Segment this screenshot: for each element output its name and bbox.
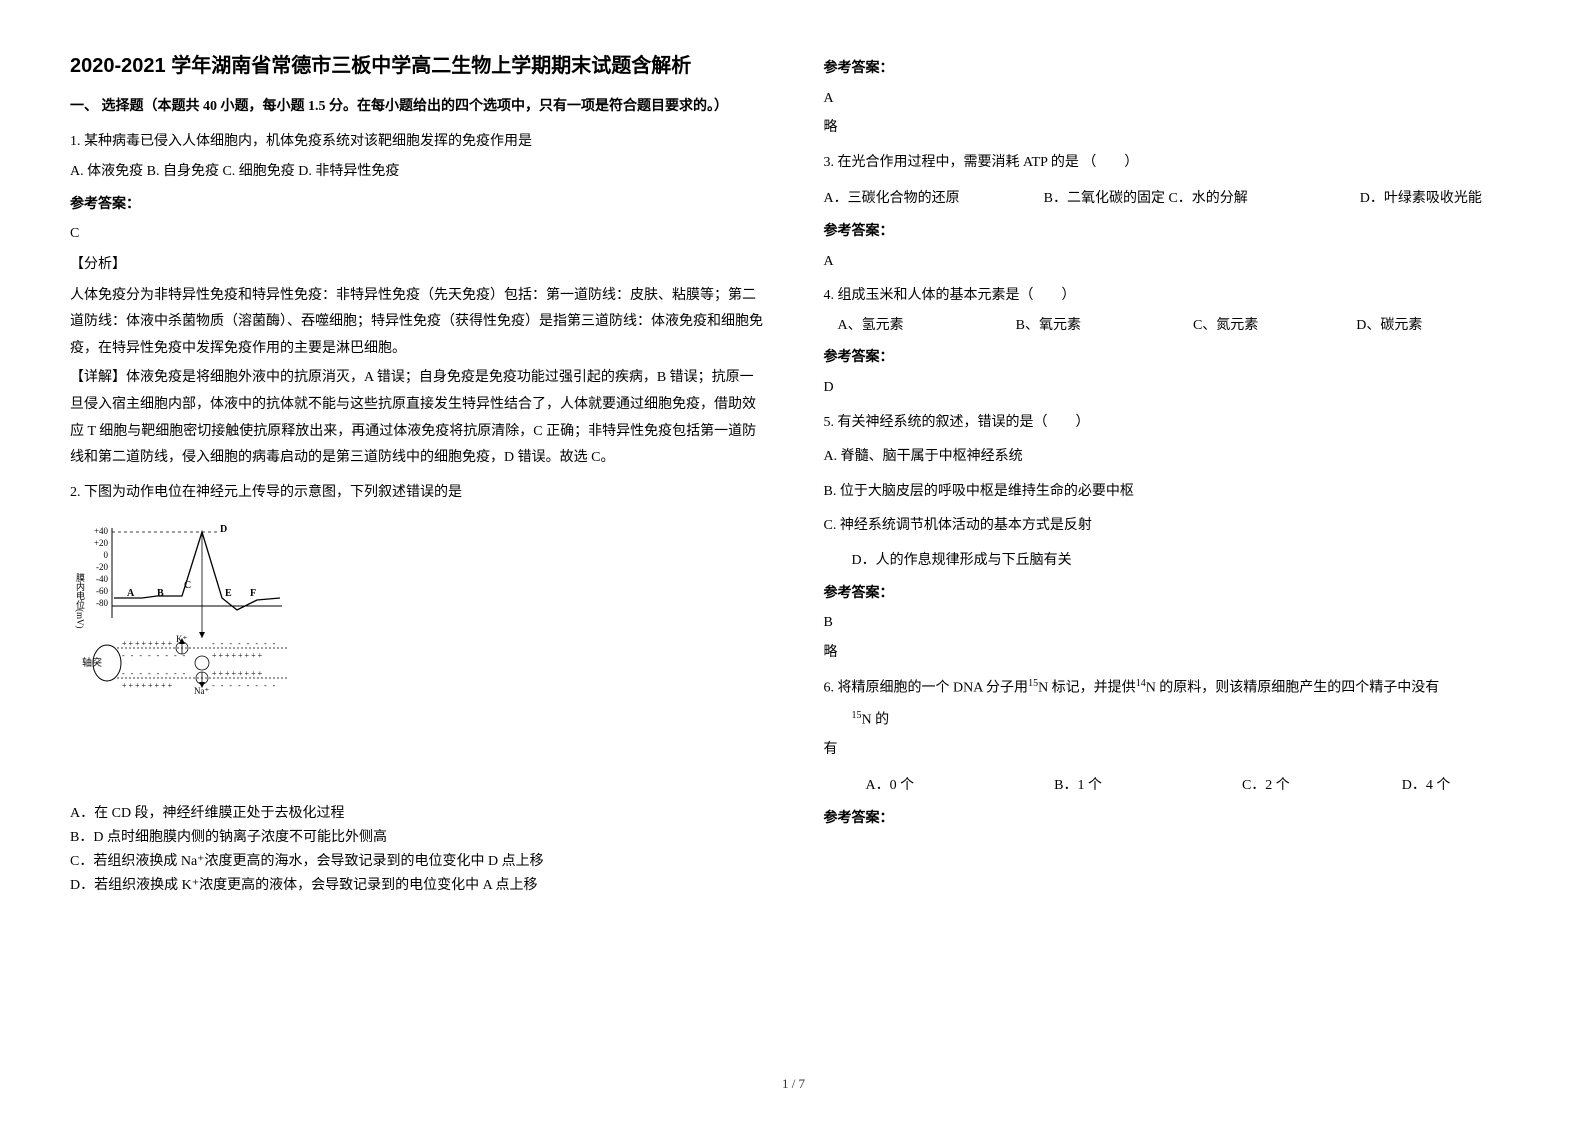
- lblF: F: [250, 588, 256, 599]
- q3: 3. 在光合作用过程中，需要消耗 ATP 的是 （ ） A．三碳化合物的还原 B…: [824, 150, 1518, 275]
- q1-xiangjie: 【详解】体液免疫是将细胞外液中的抗原消灭，A 错误；自身免疫是免疫功能过强引起的…: [70, 365, 764, 471]
- ytick-6: -80: [96, 598, 108, 608]
- q2-optB: B．D 点时细胞膜内侧的钠离子浓度不可能比外侧高: [70, 827, 764, 848]
- q4-answer: D: [824, 375, 1518, 402]
- charge-row-top: ++++++++: [122, 639, 174, 648]
- q6-n15-1: 15: [1028, 678, 1038, 689]
- spacer: [70, 720, 764, 800]
- ytick-3: -20: [96, 562, 108, 572]
- q6-stem-line2: 15N 的: [824, 706, 1518, 734]
- charge-row-bot4: - - - - - - - -: [212, 681, 277, 690]
- q2: 2. 下图为动作电位在神经元上传导的示意图，下列叙述错误的是 +40 +20 0…: [70, 480, 764, 897]
- q2-stem: 2. 下图为动作电位在神经元上传导的示意图，下列叙述错误的是: [70, 480, 764, 507]
- q1-stem: 1. 某种病毒已侵入人体细胞内，机体免疫系统对该靶细胞发挥的免疫作用是: [70, 129, 764, 156]
- q3-answer: A: [824, 249, 1518, 276]
- q1: 1. 某种病毒已侵入人体细胞内，机体免疫系统对该靶细胞发挥的免疫作用是 A. 体…: [70, 129, 764, 472]
- charge-row-bot2: ++++++++: [122, 681, 174, 690]
- q2-optD: D．若组织液换成 K⁺浓度更高的液体，会导致记录到的电位变化中 A 点上移: [70, 875, 764, 896]
- charge-row-bot3: ++++++++: [212, 669, 264, 678]
- ytick-1: +20: [94, 538, 109, 548]
- q1-options: A. 体液免疫 B. 自身免疫 C. 细胞免疫 D. 非特异性免疫: [70, 159, 764, 186]
- q1-xiangjie-text: 体液免疫是将细胞外液中的抗原消灭，A 错误；自身免疫是免疫功能过强引起的疾病，B…: [70, 370, 756, 465]
- q1-xiangjie-tag: 【详解】: [70, 370, 126, 385]
- q2-optC: C．若组织液换成 Na⁺浓度更高的海水，会导致记录到的电位变化中 D 点上移: [70, 851, 764, 872]
- q6-stem-pre: 6. 将精原细胞的一个 DNA 分子用: [824, 681, 1029, 696]
- action-potential-diagram: +40 +20 0 -20 -40 -60 -80 膜内电位(mV) A: [72, 518, 302, 708]
- q5-answer-label: 参考答案：: [824, 581, 1518, 608]
- q1-fenxi: 人体免疫分为非特异性免疫和特异性免疫：非特异性免疫（先天免疫）包括：第一道防线：…: [70, 283, 764, 363]
- right-column: 参考答案： A 略 3. 在光合作用过程中，需要消耗 ATP 的是 （ ） A．…: [824, 50, 1518, 1066]
- q6-n14: 14: [1136, 678, 1146, 689]
- lblD: D: [220, 524, 227, 535]
- lblA: A: [127, 588, 135, 599]
- doc-title: 2020-2021 学年湖南省常德市三板中学高二生物上学期期末试题含解析: [70, 50, 764, 82]
- q2-figure: +40 +20 0 -20 -40 -60 -80 膜内电位(mV) A: [70, 516, 764, 710]
- q5-optB: B. 位于大脑皮层的呼吸中枢是维持生命的必要中枢: [824, 479, 1518, 506]
- charge-row-top2: - - - - - - - -: [212, 639, 277, 648]
- page-number: 1 / 7: [70, 1076, 1517, 1092]
- content-columns: 2020-2021 学年湖南省常德市三板中学高二生物上学期期末试题含解析 一、 …: [70, 50, 1517, 1066]
- na-ion-label: Na⁺: [194, 686, 209, 696]
- q6-stem-mid1: N 标记，并提供: [1038, 681, 1136, 696]
- q6-有: 有: [824, 737, 1518, 764]
- q4-answer-label: 参考答案：: [824, 345, 1518, 372]
- q4-opts: A、氢元素 B、氧元素 C、氮元素 D、碳元素: [824, 313, 1518, 340]
- q6-opts: A．0 个 B．1 个 C．2 个 D．4 个: [824, 773, 1518, 800]
- q5-optC: C. 神经系统调节机体活动的基本方式是反射: [824, 513, 1518, 540]
- q5-optD: D．人的作息规律形成与下丘脑有关: [824, 548, 1518, 575]
- lblB: B: [157, 588, 164, 599]
- ytick-0: +40: [94, 526, 109, 536]
- q6-stem-mid2: N 的原料，则该精原细胞产生的四个精子中没有: [1146, 681, 1440, 696]
- ytick-5: -60: [96, 586, 108, 596]
- q2-optA: A．在 CD 段，神经纤维膜正处于去极化过程: [70, 803, 764, 824]
- section1-heading: 一、 选择题（本题共 40 小题，每小题 1.5 分。在每小题给出的四个选项中，…: [70, 94, 764, 121]
- charge-row-bot1: - - - - - - - -: [122, 669, 187, 678]
- q5-略: 略: [824, 640, 1518, 667]
- ytick-4: -40: [96, 574, 108, 584]
- charge-row-in2: ++++++++: [212, 651, 264, 660]
- charge-row-in1: - - - - - - - -: [122, 651, 187, 660]
- q3-opts: A．三碳化合物的还原 B．二氧化碳的固定 C．水的分解 D．叶绿素吸收光能: [824, 186, 1518, 213]
- q6-answer-label: 参考答案：: [824, 806, 1518, 833]
- q5-stem: 5. 有关神经系统的叙述，错误的是（ ）: [824, 410, 1518, 437]
- q6-stem-tail: N 的: [862, 712, 890, 727]
- q3-answer-label: 参考答案：: [824, 219, 1518, 246]
- q1-fenxi-tag: 【分析】: [70, 252, 764, 279]
- ytick-2: 0: [104, 550, 109, 560]
- q4: 4. 组成玉米和人体的基本元素是（ ） A、氢元素 B、氧元素 C、氮元素 D、…: [824, 283, 1518, 401]
- ylabel: 膜内电位(mV): [75, 573, 85, 629]
- q5-optA: A. 脊髓、脑干属于中枢神经系统: [824, 444, 1518, 471]
- q1-answer: C: [70, 221, 764, 248]
- axon-label: 轴突: [82, 656, 102, 669]
- q2-略: 略: [824, 115, 1518, 142]
- q6: 6. 将精原细胞的一个 DNA 分子用15N 标记，并提供14N 的原料，则该精…: [824, 674, 1518, 832]
- q5: 5. 有关神经系统的叙述，错误的是（ ） A. 脊髓、脑干属于中枢神经系统 B.…: [824, 410, 1518, 667]
- q4-stem: 4. 组成玉米和人体的基本元素是（ ）: [824, 283, 1518, 310]
- q6-n15-2: 15: [852, 710, 862, 721]
- q1-answer-label: 参考答案：: [70, 192, 764, 219]
- q6-stem: 6. 将精原细胞的一个 DNA 分子用15N 标记，并提供14N 的原料，则该精…: [824, 674, 1518, 702]
- q3-stem: 3. 在光合作用过程中，需要消耗 ATP 的是 （ ）: [824, 150, 1518, 177]
- left-column: 2020-2021 学年湖南省常德市三板中学高二生物上学期期末试题含解析 一、 …: [70, 50, 764, 1066]
- q2-answer: A: [824, 86, 1518, 113]
- lblE: E: [225, 588, 232, 599]
- lblC: C: [184, 580, 191, 591]
- q5-answer: B: [824, 610, 1518, 637]
- q2-answer-label: 参考答案：: [824, 56, 1518, 83]
